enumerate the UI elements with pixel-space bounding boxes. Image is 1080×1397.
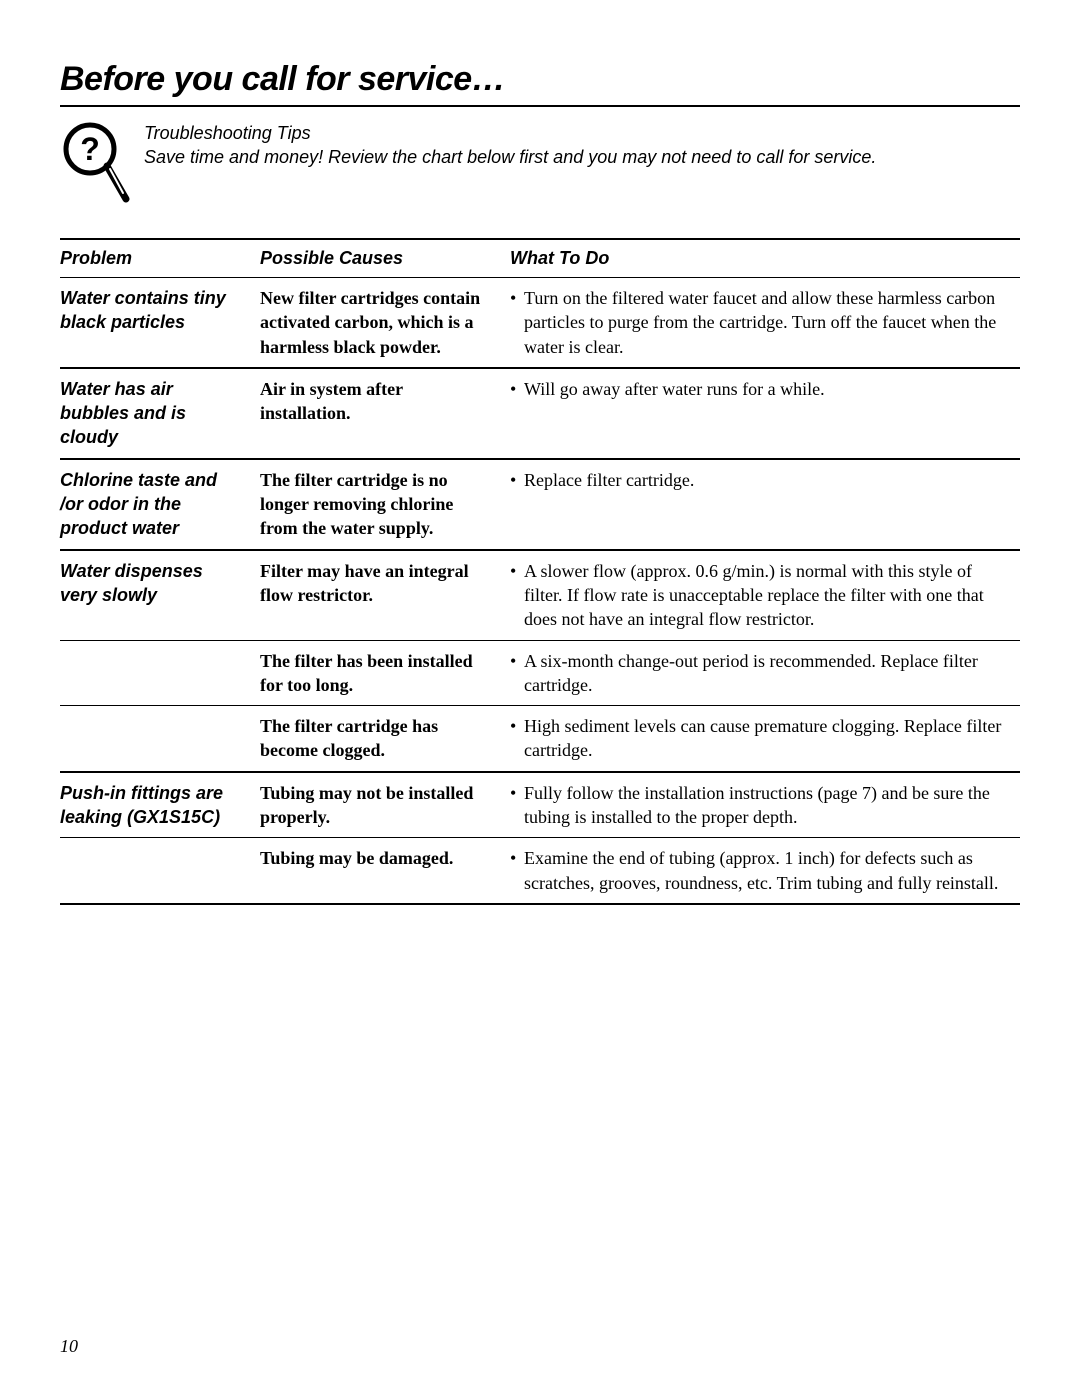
action-text: Examine the end of tubing (approx. 1 inc…: [524, 846, 1004, 895]
cell-cause: New filter cartridges contain activated …: [260, 278, 510, 368]
bullet-icon: •: [510, 846, 524, 895]
cell-cause: The filter cartridge has become clogged.: [260, 706, 510, 772]
header-action: What To Do: [510, 239, 1020, 278]
action-text: Will go away after water runs for a whil…: [524, 377, 1004, 401]
intro-row: ? Troubleshooting Tips Save time and mon…: [60, 119, 1020, 214]
cell-cause: Tubing may be damaged.: [260, 838, 510, 904]
action-text: Turn on the filtered water faucet and al…: [524, 286, 1004, 359]
action-text: High sediment levels can cause premature…: [524, 714, 1004, 763]
action-text: Replace filter cartridge.: [524, 468, 1004, 492]
cell-problem: [60, 640, 260, 706]
header-cause: Possible Causes: [260, 239, 510, 278]
table-row: Tubing may be damaged.•Examine the end o…: [60, 838, 1020, 904]
cell-cause: Air in system after installation.: [260, 368, 510, 459]
table-row: The filter cartridge has become clogged.…: [60, 706, 1020, 772]
cell-action: •Examine the end of tubing (approx. 1 in…: [510, 838, 1020, 904]
cell-action: •Will go away after water runs for a whi…: [510, 368, 1020, 459]
cell-cause: Tubing may not be installed properly.: [260, 772, 510, 838]
action-text: Fully follow the installation instructio…: [524, 781, 1004, 830]
cell-problem: Push-in fittings are leaking (GX1S15C): [60, 772, 260, 838]
cell-problem: Chlorine taste and /or odor in the produ…: [60, 459, 260, 550]
bullet-icon: •: [510, 559, 524, 632]
cell-cause: Filter may have an integral flow restric…: [260, 550, 510, 640]
bullet-icon: •: [510, 286, 524, 359]
cell-action: •High sediment levels can cause prematur…: [510, 706, 1020, 772]
svg-text:?: ?: [80, 131, 100, 167]
page-title: Before you call for service…: [60, 60, 1020, 99]
table-row: The filter has been installed for too lo…: [60, 640, 1020, 706]
intro-text: Troubleshooting Tips Save time and money…: [144, 119, 876, 170]
bullet-icon: •: [510, 649, 524, 698]
cell-action: •A slower flow (approx. 0.6 g/min.) is n…: [510, 550, 1020, 640]
cell-problem: [60, 706, 260, 772]
troubleshooting-table: Problem Possible Causes What To Do Water…: [60, 238, 1020, 905]
table-row: Push-in fittings are leaking (GX1S15C)Tu…: [60, 772, 1020, 838]
table-header-row: Problem Possible Causes What To Do: [60, 239, 1020, 278]
cell-problem: Water dispenses very slowly: [60, 550, 260, 640]
action-text: A slower flow (approx. 0.6 g/min.) is no…: [524, 559, 1004, 632]
page-number: 10: [60, 1336, 78, 1357]
cell-action: •Turn on the filtered water faucet and a…: [510, 278, 1020, 368]
table-row: Water has air bubbles and is cloudyAir i…: [60, 368, 1020, 459]
bullet-icon: •: [510, 781, 524, 830]
cell-problem: [60, 838, 260, 904]
header-problem: Problem: [60, 239, 260, 278]
table-row: Water dispenses very slowlyFilter may ha…: [60, 550, 1020, 640]
action-text: A six-month change-out period is recomme…: [524, 649, 1004, 698]
cell-problem: Water has air bubbles and is cloudy: [60, 368, 260, 459]
cell-action: •A six-month change-out period is recomm…: [510, 640, 1020, 706]
cell-problem: Water contains tiny black particles: [60, 278, 260, 368]
tips-label: Troubleshooting Tips: [144, 121, 876, 145]
table-row: Chlorine taste and /or odor in the produ…: [60, 459, 1020, 550]
bullet-icon: •: [510, 377, 524, 401]
cell-cause: The filter has been installed for too lo…: [260, 640, 510, 706]
bullet-icon: •: [510, 468, 524, 492]
cell-cause: The filter cartridge is no longer removi…: [260, 459, 510, 550]
tips-body: Save time and money! Review the chart be…: [144, 147, 876, 167]
question-magnifier-icon: ?: [60, 119, 130, 214]
table-row: Water contains tiny black particlesNew f…: [60, 278, 1020, 368]
cell-action: •Fully follow the installation instructi…: [510, 772, 1020, 838]
title-rule: [60, 105, 1020, 107]
bullet-icon: •: [510, 714, 524, 763]
table-body: Water contains tiny black particlesNew f…: [60, 278, 1020, 904]
cell-action: •Replace filter cartridge.: [510, 459, 1020, 550]
